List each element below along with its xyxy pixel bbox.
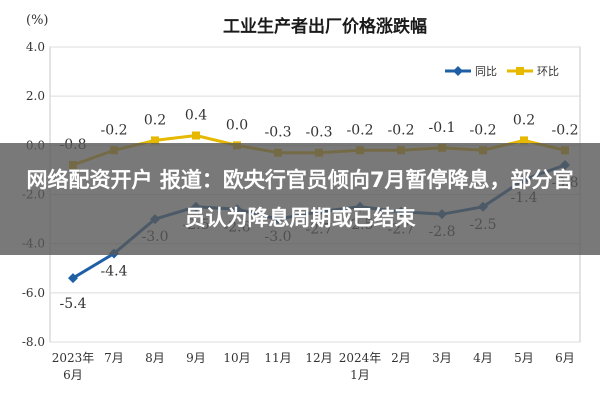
mom-point — [520, 136, 528, 145]
yoy-value-label: -5.4 — [60, 296, 87, 312]
mom-value-label: -0.3 — [265, 125, 292, 141]
x-tick-label: 4月 — [473, 351, 493, 365]
mom-point — [151, 136, 159, 145]
mom-value-label: -0.3 — [306, 125, 333, 141]
news-headline[interactable]: 网络配资开户 报道：欧央行官员倾向7月暂停降息，部分官员认为降息周期或已结束 — [26, 168, 574, 230]
legend-marker — [516, 67, 524, 75]
x-tick-label: 12月 — [305, 351, 332, 365]
mom-value-label: -0.2 — [101, 122, 128, 138]
x-tick-label: 9月 — [186, 351, 206, 365]
x-tick-label: 11月 — [264, 351, 291, 365]
mom-value-label: -0.2 — [470, 122, 497, 138]
legend: 同比 环比 — [445, 65, 559, 78]
mom-value-label: 0.2 — [513, 112, 535, 128]
x-tick-label: 10月 — [223, 351, 250, 365]
mom-value-label: -0.1 — [429, 120, 456, 136]
y-tick-label: -6.0 — [22, 286, 45, 300]
mom-point — [192, 131, 200, 140]
x-tick-label: 8月 — [145, 351, 165, 365]
mom-value-label: -0.2 — [347, 122, 374, 138]
x-tick-label: 3月 — [432, 351, 452, 365]
chart-title: 工业生产者出厂价格涨跌幅 — [223, 16, 427, 37]
x-tick-label: 7月 — [104, 351, 124, 365]
y-tick-label: 2.0 — [26, 89, 45, 103]
legend-label: 环比 — [537, 65, 559, 78]
yoy-value-label: -4.4 — [101, 264, 128, 280]
mom-value-label: 0.0 — [226, 117, 248, 133]
x-tick-label: 2月 — [391, 351, 411, 365]
mom-value-label: 0.4 — [185, 108, 207, 124]
x-tick-label: 6月 — [555, 351, 575, 365]
x-tick-label: 2023年 6月 — [52, 351, 95, 382]
mom-value-label: -0.2 — [388, 122, 415, 138]
x-tick-label: 2024年 1月 — [339, 351, 382, 382]
legend-label: 同比 — [475, 65, 497, 78]
legend-marker — [453, 66, 463, 76]
y-tick-label: 4.0 — [26, 40, 45, 54]
x-tick-label: 5月 — [514, 351, 534, 365]
y-axis-unit-label: (%) — [26, 13, 49, 28]
mom-value-label: 0.2 — [144, 112, 166, 128]
yoy-point — [68, 273, 78, 284]
news-overlay-banner[interactable]: 网络配资开户 报道：欧央行官员倾向7月暂停降息，部分官员认为降息周期或已结束 — [0, 143, 600, 255]
mom-value-label: -0.2 — [552, 122, 579, 138]
y-tick-label: -8.0 — [22, 335, 45, 349]
